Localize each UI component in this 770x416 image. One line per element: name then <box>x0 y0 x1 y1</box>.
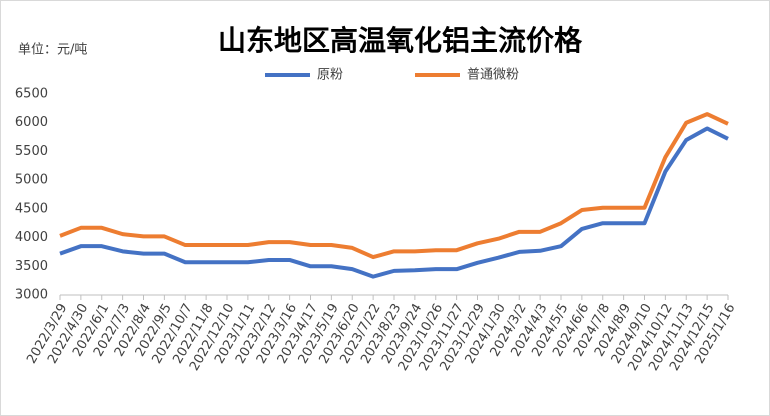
unit-label: 单位：元/吨 <box>18 43 87 58</box>
y-tick-label: 6000 <box>15 115 48 130</box>
y-tick-label: 3500 <box>15 259 48 274</box>
y-tick-label: 6500 <box>15 87 48 102</box>
line-series <box>59 112 729 260</box>
legend-label: 普通微粉 <box>467 68 519 83</box>
y-tick-label: 3000 <box>15 288 48 303</box>
y-tick-label: 5500 <box>15 144 48 159</box>
y-tick-label: 5000 <box>15 173 48 188</box>
chart-title: 山东地区高温氧化铝主流价格 <box>218 24 583 57</box>
y-tick-label: 4500 <box>15 201 48 216</box>
y-tick-label: 4000 <box>15 230 48 245</box>
legend-label: 原粉 <box>317 68 343 83</box>
line-series <box>59 126 729 279</box>
